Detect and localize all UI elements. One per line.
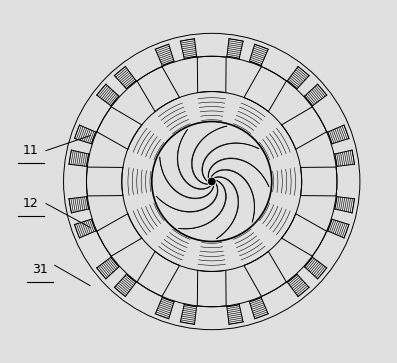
Circle shape <box>208 178 215 185</box>
Text: 11: 11 <box>23 144 39 157</box>
Text: 12: 12 <box>23 197 39 210</box>
Text: 31: 31 <box>32 263 48 276</box>
